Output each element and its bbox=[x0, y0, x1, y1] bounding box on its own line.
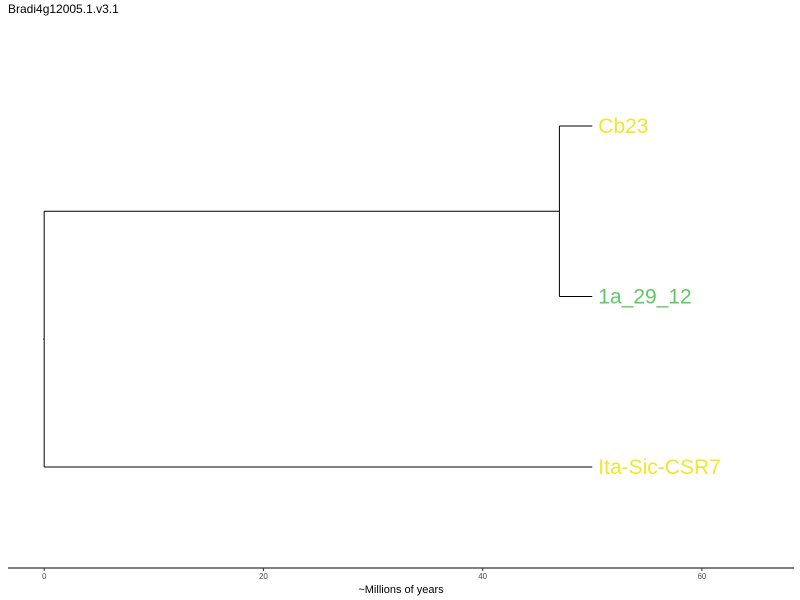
x-axis-tick-label: 0 bbox=[42, 572, 47, 581]
x-axis-ticks: 0 20 40 60 bbox=[42, 568, 707, 581]
leaf-label: Ita-Sic-CSR7 bbox=[598, 456, 721, 479]
x-axis-tick-label: 40 bbox=[478, 572, 487, 581]
x-axis-tick-label: 60 bbox=[697, 572, 706, 581]
tree-leaf-labels: Cb23 1a_29_12 Ita-Sic-CSR7 bbox=[598, 115, 721, 479]
x-axis: 0 20 40 60 ~Millions of years bbox=[8, 567, 794, 596]
leaf-label: Cb23 bbox=[598, 115, 648, 138]
x-axis-tick-label: 20 bbox=[259, 572, 268, 581]
page-title: Bradi4g12005.1.v3.1 bbox=[8, 2, 119, 16]
tree-branches bbox=[43, 125, 593, 468]
leaf-label: 1a_29_12 bbox=[598, 286, 691, 309]
x-axis-title: ~Millions of years bbox=[358, 584, 444, 596]
